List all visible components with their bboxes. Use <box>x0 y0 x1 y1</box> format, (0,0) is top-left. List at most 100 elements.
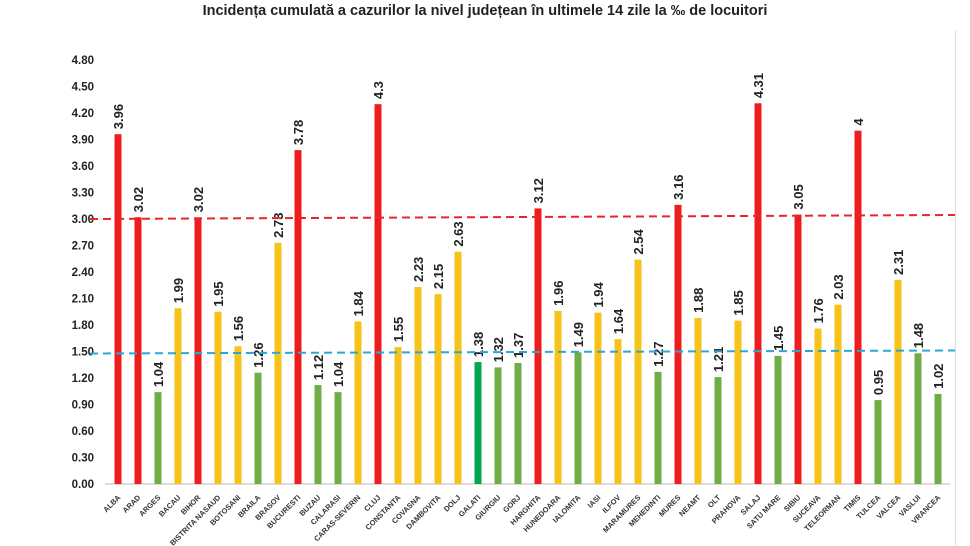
y-tick-label: 1.20 <box>72 373 94 385</box>
bar <box>614 339 622 484</box>
bar <box>174 308 182 484</box>
bar <box>594 312 602 484</box>
x-tick-label: NEAMT <box>677 493 703 519</box>
bar <box>914 353 922 484</box>
data-label: 4.3 <box>371 81 386 99</box>
bar <box>234 346 242 484</box>
data-label: 3.78 <box>291 120 306 145</box>
data-label: 1.04 <box>151 361 166 387</box>
data-label: 3.96 <box>111 104 126 129</box>
data-label: 3.02 <box>131 187 146 212</box>
y-tick-label: 2.70 <box>72 241 94 253</box>
y-tick-label: 0.00 <box>72 479 94 491</box>
reference-line <box>89 214 956 220</box>
bar <box>934 393 942 484</box>
bar <box>514 362 522 484</box>
bar <box>414 287 422 484</box>
reference-line <box>89 349 956 355</box>
bar <box>394 347 402 484</box>
data-label: 1.45 <box>771 326 786 351</box>
bar <box>474 362 482 484</box>
y-tick-label: 4.20 <box>72 108 94 120</box>
data-label: 3.16 <box>671 175 686 200</box>
bar <box>294 150 302 484</box>
data-label: 1.26 <box>251 342 266 367</box>
data-label: 1.84 <box>351 290 366 316</box>
bar <box>754 103 762 485</box>
bar <box>354 321 362 484</box>
data-label: 3.05 <box>791 184 806 209</box>
bar <box>894 279 902 484</box>
data-label: 3.12 <box>531 178 546 203</box>
bar <box>194 217 202 484</box>
data-label: 2.23 <box>411 257 426 282</box>
y-tick-label: 2.10 <box>72 294 94 306</box>
data-label: 1.27 <box>651 342 666 367</box>
y-tick-label: 4.80 <box>72 55 94 67</box>
data-label: 1.76 <box>811 298 826 323</box>
bar <box>254 372 262 484</box>
bar <box>274 242 282 484</box>
bar <box>874 400 882 484</box>
frame-border <box>955 30 956 546</box>
y-tick-label: 0.60 <box>72 426 94 438</box>
y-tick-label: 3.30 <box>72 188 94 200</box>
bar <box>794 214 802 485</box>
data-label: 2.63 <box>451 221 466 246</box>
bar <box>114 134 122 484</box>
bar <box>434 294 442 484</box>
data-label: 1.94 <box>591 282 606 308</box>
y-tick-label: 1.80 <box>72 320 94 332</box>
bar <box>854 130 862 484</box>
bar <box>134 217 142 484</box>
data-label: 1.48 <box>911 323 926 348</box>
y-tick-label: 1.50 <box>72 347 94 359</box>
data-label: 1.49 <box>571 322 586 347</box>
bar <box>494 367 502 484</box>
bar <box>714 377 722 484</box>
data-label: 1.88 <box>691 288 706 313</box>
data-label: 2.54 <box>631 229 646 255</box>
bar <box>454 251 462 484</box>
x-tick-label: BACAU <box>157 493 183 519</box>
x-tick-label: OLT <box>706 493 723 510</box>
y-tick-label: 0.90 <box>72 400 94 412</box>
x-tick-label: MURES <box>657 493 683 519</box>
bar <box>674 204 682 484</box>
data-label: 4 <box>851 118 866 126</box>
data-label: 1.99 <box>171 278 186 303</box>
y-tick-label: 0.30 <box>72 453 94 465</box>
bar <box>154 392 162 484</box>
data-label: 2.73 <box>271 213 286 238</box>
data-label: 3.02 <box>191 187 206 212</box>
data-label: 1.38 <box>471 332 486 357</box>
data-label: 1.12 <box>311 355 326 380</box>
x-tick-label: ALBA <box>101 493 123 515</box>
data-label: 1.85 <box>731 290 746 315</box>
data-label: 1.04 <box>331 361 346 387</box>
y-tick-label: 3.90 <box>72 135 94 147</box>
bar <box>654 371 662 484</box>
data-label: 1.64 <box>611 308 626 334</box>
data-label: 2.31 <box>891 250 906 275</box>
bar <box>814 328 822 484</box>
data-label: 1.55 <box>391 317 406 342</box>
bar <box>574 352 582 484</box>
y-tick-label: 3.00 <box>72 214 94 226</box>
x-tick-label: IASI <box>586 493 603 510</box>
data-label: 4.31 <box>751 73 766 98</box>
data-label: 1.37 <box>511 333 526 358</box>
y-tick-label: 2.40 <box>72 267 94 279</box>
bar <box>634 259 642 484</box>
data-label: 1.95 <box>211 281 226 306</box>
data-label: 1.32 <box>491 337 506 362</box>
chart-title: Incidența cumulată a cazurilor la nivel … <box>202 3 768 19</box>
data-label: 1.21 <box>711 347 726 372</box>
data-label: 2.03 <box>831 274 846 299</box>
bar <box>334 392 342 484</box>
data-label: 1.96 <box>551 281 566 306</box>
bar <box>774 355 782 484</box>
bar <box>314 385 322 484</box>
